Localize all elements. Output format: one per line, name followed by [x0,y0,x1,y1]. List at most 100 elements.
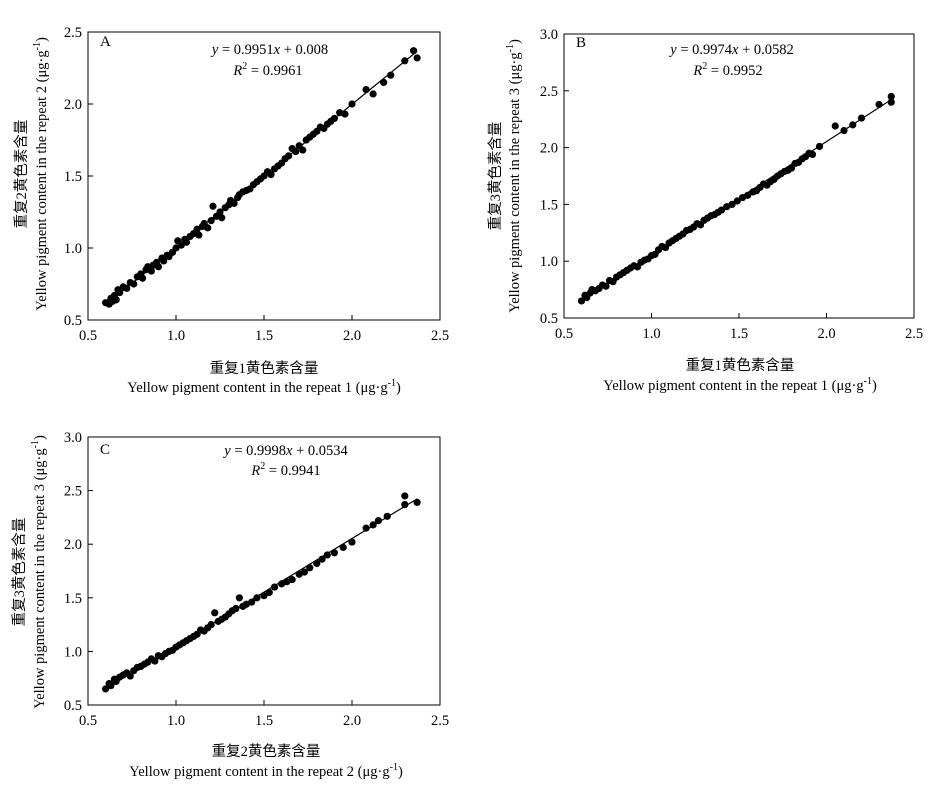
data-point [374,517,382,525]
data-point [116,289,124,297]
y-axis-label-cn: 重复3黄色素含量 [10,518,28,627]
y-tick-label: 0.5 [64,313,82,329]
x-tick-label: 0.5 [79,328,97,344]
y-axis-label-en: Yellow pigment content in the repeat 2 (… [32,37,50,311]
data-point [840,126,848,135]
tick-marks: 0.5 1.0 1.5 2.0 2.5 0.5 1.0 1.5 2.0 2.5 [64,25,449,344]
data-point [207,217,215,225]
data-point [204,224,212,232]
chart-marks [577,92,895,305]
y-tick-label: 1.5 [540,197,558,213]
data-point [401,500,409,509]
data-point [369,90,377,98]
data-point [887,92,895,101]
regression-equation: y = 0.9998x + 0.0534 [222,443,348,459]
data-point [235,594,243,602]
y-tick-label: 2.5 [540,84,558,100]
x-tick-label: 1.0 [167,713,185,729]
data-point [102,685,110,693]
y-tick-label: 2.0 [64,537,82,553]
data-point [172,244,180,252]
x-axis-label-en: Yellow pigment content in the repeat 2 (… [129,762,403,780]
y-tick-label: 1.0 [540,254,558,270]
x-axis-label-en: Yellow pigment content in the repeat 1 (… [603,376,877,394]
scatter-chart-a: A y = 0.9951x + 0.008 R2 = 0.9961 0.5 1.0… [12,25,449,396]
data-point [195,231,203,239]
r-squared-label: R2 = 0.9961 [232,61,302,79]
data-point [401,57,409,65]
x-tick-label: 2.0 [343,328,361,344]
panel-label: A [100,34,111,50]
data-point [323,551,331,559]
data-point [230,199,238,207]
data-point [306,564,314,572]
data-point [413,498,421,506]
data-point [831,122,839,130]
x-tick-label: 1.5 [255,328,273,344]
data-point [313,559,321,568]
data-point [401,492,409,500]
data-point [413,54,421,62]
x-tick-label: 2.0 [817,326,835,342]
data-point [130,280,138,288]
data-point [292,147,300,156]
data-point [112,296,120,304]
data-point [209,202,217,210]
data-point [216,208,224,216]
x-tick-label: 2.5 [431,328,449,344]
y-tick-label: 1.0 [64,241,82,257]
x-tick-label: 2.0 [343,713,361,729]
data-point [369,521,377,529]
y-tick-label: 1.5 [64,591,82,607]
panel-label: C [100,442,110,458]
data-point [126,672,134,680]
data-point [728,200,736,208]
data-point [151,657,159,665]
x-tick-label: 2.5 [905,326,923,342]
data-point [253,594,261,602]
x-tick-label: 1.0 [642,326,660,342]
data-point [330,114,338,122]
data-point [318,555,326,563]
x-axis-label-cn: 重复1黄色素含量 [686,356,795,374]
data-point [207,621,215,629]
data-point [218,214,226,222]
x-axis-label-cn: 重复2黄色素含量 [212,742,321,760]
data-point [160,257,168,265]
data-point [383,512,391,520]
regression-equation: y = 0.9951x + 0.008 [210,42,328,58]
data-point [875,100,883,109]
data-point [348,538,356,546]
data-point [232,604,240,613]
y-tick-label: 2.5 [64,484,82,500]
data-point [808,150,817,159]
data-point [285,152,293,160]
x-tick-label: 0.5 [79,713,97,729]
data-point [887,98,895,106]
r-squared-label: R2 = 0.9952 [692,61,762,79]
data-point [299,146,307,154]
tick-marks: 0.5 1.0 1.5 2.0 2.5 0.5 1.0 1.5 2.0 2.5 3.0 [64,430,449,729]
y-tick-label: 1.0 [64,644,82,660]
chart-marks [102,47,421,308]
data-point [362,524,370,532]
data-point [288,575,296,584]
data-point [300,568,309,576]
data-point [193,225,201,233]
y-tick-label: 0.5 [64,698,82,714]
y-axis-label-cn: 重复2黄色素含量 [12,120,30,229]
data-point [154,263,162,271]
data-point [815,142,824,151]
data-point [744,191,752,199]
y-tick-label: 0.5 [540,311,558,327]
y-tick-label: 3.0 [540,27,558,43]
x-tick-label: 1.5 [255,713,273,729]
data-point [857,114,866,122]
data-point [107,682,115,690]
regression-equation: y = 0.9974x + 0.0582 [668,42,794,58]
data-point [362,86,370,94]
data-point [849,121,857,129]
data-point [733,197,741,205]
x-axis-label-en: Yellow pigment content in the repeat 1 (… [127,378,401,396]
data-point [265,588,273,597]
